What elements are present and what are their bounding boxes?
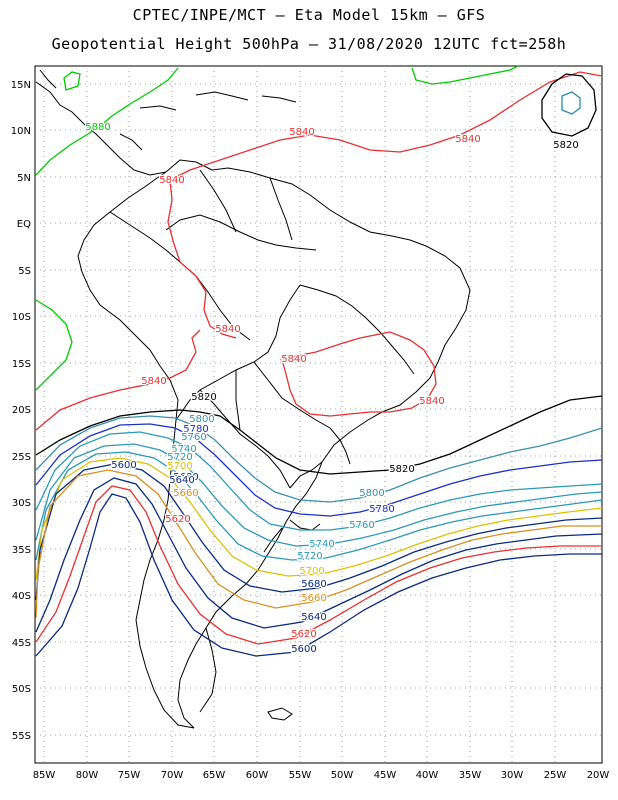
contour-label: 5800 (189, 414, 214, 425)
lon-label: 45W (374, 770, 397, 781)
lat-label: 30S (12, 498, 31, 509)
latitude-labels: 15N 10N 5N EQ 5S 10S 15S 20S 25S 30S 35S 40S 45S 50S 5… (11, 80, 31, 742)
contour-label: 5840 (215, 324, 240, 335)
lat-label: 25S (12, 452, 31, 463)
contour-label: 5820 (191, 392, 216, 403)
lon-label: 35W (459, 770, 482, 781)
contour-label: 5840 (141, 376, 166, 387)
contour-label: 5840 (159, 175, 184, 186)
contour-label: 5700 (167, 461, 192, 472)
contour-label: 5820 (389, 464, 414, 475)
lon-label: 65W (203, 770, 226, 781)
lon-label: 60W (246, 770, 269, 781)
contour-label: 5800 (359, 488, 384, 499)
contour-label: 5620 (291, 629, 316, 640)
contour-label: 5840 (455, 134, 480, 145)
lat-label: 20S (12, 405, 31, 416)
contour-label: 5720 (167, 452, 192, 463)
lat-label: 5S (18, 266, 31, 277)
lon-label: 85W (33, 770, 56, 781)
lat-label: 50S (12, 684, 31, 695)
lon-label: 30W (501, 770, 524, 781)
graticule (35, 66, 602, 763)
lat-label: 35S (12, 545, 31, 556)
contour-label: 5660 (301, 593, 326, 604)
longitude-labels: 85W 80W 75W 70W 65W 60W 55W 50W 45W 40W 35W 30W 25W 2… (33, 770, 610, 781)
contour-lines (35, 65, 603, 657)
lat-label: 10N (11, 126, 31, 137)
contour-label: 5600 (111, 460, 136, 471)
lat-label: 10S (12, 312, 31, 323)
lon-label: 40W (416, 770, 439, 781)
lat-label: 40S (12, 591, 31, 602)
lat-label: 15N (11, 80, 31, 91)
contour-label: 5820 (553, 140, 578, 151)
lon-label: 80W (76, 770, 99, 781)
contour-label: 5700 (299, 566, 324, 577)
contour-label: 5780 (369, 504, 394, 515)
contour-label: 5720 (297, 551, 322, 562)
lon-label: 55W (289, 770, 312, 781)
contour-label: 5660 (173, 488, 198, 499)
contour-label: 5740 (309, 539, 334, 550)
contour-label: 5840 (281, 354, 306, 365)
contour-label: 5880 (85, 122, 110, 133)
lon-label: 20W (587, 770, 610, 781)
lon-label: 75W (118, 770, 141, 781)
contour-label: 5640 (301, 612, 326, 623)
contour-label: 5600 (291, 644, 316, 655)
contour-label: 5840 (289, 127, 314, 138)
lon-label: 25W (544, 770, 567, 781)
contour-label: 5760 (181, 432, 206, 443)
lon-label: 70W (161, 770, 184, 781)
lat-label: 5N (17, 173, 31, 184)
lon-label: 50W (331, 770, 354, 781)
contour-label: 5680 (301, 579, 326, 590)
contour-label: 5640 (169, 475, 194, 486)
lat-label: 55S (12, 731, 31, 742)
lat-label: EQ (17, 219, 31, 230)
title-line-2: Geopotential Height 500hPa – 31/08/2020 … (51, 35, 567, 53)
contour-label: 5760 (349, 520, 374, 531)
contour-label: 5740 (171, 444, 196, 455)
contour-label: 5620 (165, 514, 190, 525)
contour-label: 5840 (419, 396, 444, 407)
lat-label: 15S (12, 359, 31, 370)
contour-label: 5680 (173, 472, 198, 483)
lat-label: 45S (12, 638, 31, 649)
contour-label: 5780 (183, 424, 208, 435)
title-line-1: CPTEC/INPE/MCT – Eta Model 15km – GFS (132, 6, 486, 24)
contour-value-labels: 5880 5840 5840 5840 5840 5840 5840 5840 5820 5820… (84, 121, 580, 657)
